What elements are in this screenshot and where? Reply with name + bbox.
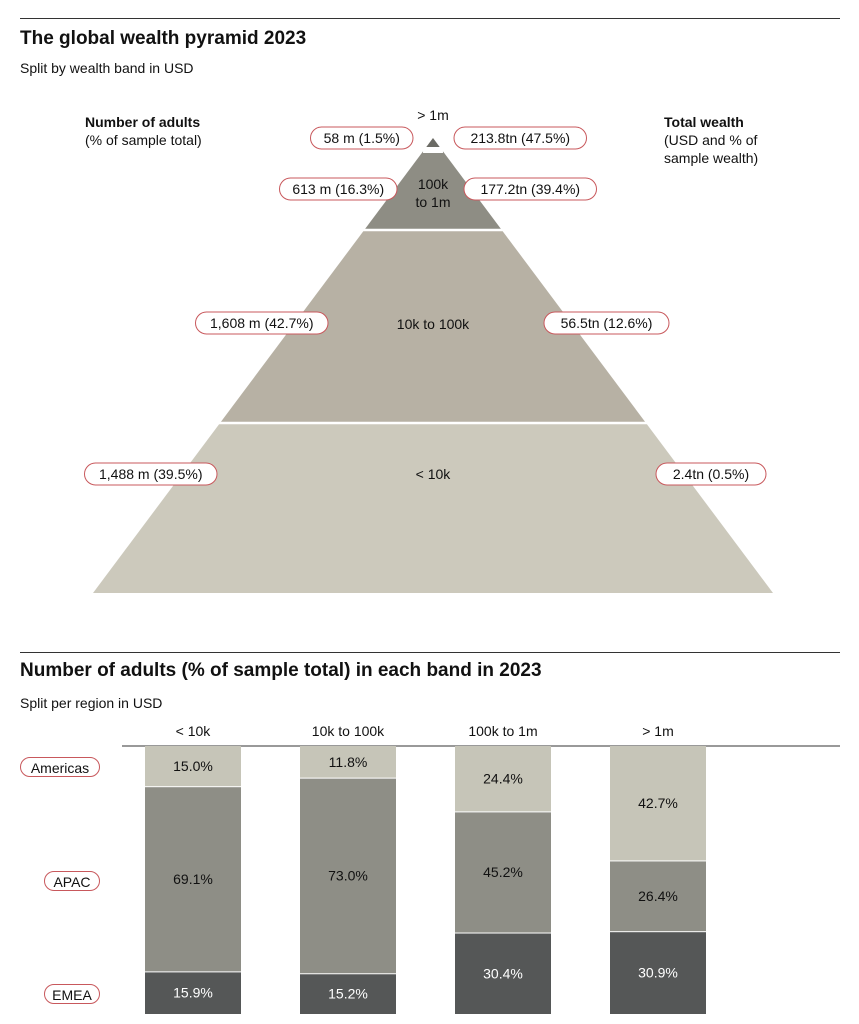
adults-label-100k-to-1m: 613 m (16.3%) — [279, 177, 398, 201]
bar-americas-100k-to-1m — [455, 746, 551, 812]
wealth-header-subtitle-line-2: sample wealth) — [664, 150, 759, 166]
pyramid-tier-100k-to-1m — [364, 150, 502, 230]
category-label-100k-to-1m: 100k to 1m — [468, 723, 537, 739]
bar-label-apac-10k-to-100k: 73.0% — [328, 867, 368, 883]
wealth-header-subtitle-line-1: (USD and % of — [664, 132, 758, 148]
category-label-lt-10k: < 10k — [176, 723, 212, 739]
adults-header-subtitle: (% of sample total) — [85, 132, 202, 148]
pyramid-title: The global wealth pyramid 2023 — [20, 28, 307, 49]
wealth-label-lt-10k-pill — [655, 462, 767, 486]
adults-label-10k-to-100k: 1,608 m (42.7%) — [195, 311, 329, 335]
pyramid-tier-10k-to-100k — [220, 230, 646, 423]
legend-emea: EMEA — [44, 984, 100, 1004]
wealth-label-100k-to-1m-text: 177.2tn (39.4%) — [480, 181, 580, 197]
bar-apac-lt-10k — [145, 787, 241, 972]
regions-title: Number of adults (% of sample total) in … — [20, 660, 542, 681]
bar-americas-gt-1m — [610, 746, 706, 861]
bar-emea-gt-1m — [610, 932, 706, 1014]
wealth-label-100k-to-1m-pill — [463, 177, 597, 201]
adults-label-lt-10k: 1,488 m (39.5%) — [84, 462, 218, 486]
bar-label-emea-lt-10k: 15.9% — [173, 985, 213, 1001]
adults-label-10k-to-100k-pill — [195, 311, 329, 335]
adults-header: Number of adults (% of sample total) — [85, 113, 202, 149]
bar-emea-10k-to-100k — [300, 974, 396, 1014]
bar-apac-10k-to-100k — [300, 778, 396, 974]
wealth-label-10k-to-100k: 56.5tn (12.6%) — [543, 311, 670, 335]
wealth-label-lt-10k: 2.4tn (0.5%) — [655, 462, 767, 486]
wealth-header: Total wealth (USD and % of sample wealth… — [664, 113, 758, 167]
bar-americas-lt-10k — [145, 746, 241, 787]
top-rule — [20, 18, 840, 19]
wealth-label-gt-1m-text: 213.8tn (47.5%) — [470, 130, 570, 146]
adults-label-gt-1m: 58 m (1.5%) — [310, 126, 414, 150]
bar-label-apac-lt-10k: 69.1% — [173, 871, 213, 887]
adults-label-gt-1m-pill — [310, 126, 414, 150]
adults-label-100k-to-1m-text: 613 m (16.3%) — [292, 181, 384, 197]
wealth-label-10k-to-100k-pill — [543, 311, 670, 335]
pyramid-subtitle: Split by wealth band in USD — [20, 60, 194, 76]
bar-label-americas-lt-10k: 15.0% — [173, 758, 213, 774]
wealth-label-100k-to-1m: 177.2tn (39.4%) — [463, 177, 597, 201]
wealth-label-gt-1m: 213.8tn (47.5%) — [453, 126, 587, 150]
band-label-lt-10k: < 10k — [416, 466, 452, 482]
wealth-header-title: Total wealth — [664, 114, 744, 130]
pyramid-tier-lt-10k — [93, 423, 773, 593]
legend-americas: Americas — [20, 757, 100, 777]
bar-label-apac-gt-1m: 26.4% — [638, 888, 678, 904]
wealth-pyramid: > 1m 100k to 1m 10k to 100k < 10k 58 m (1.5%)… — [84, 107, 773, 593]
bar-emea-lt-10k — [145, 972, 241, 1014]
bar-label-apac-100k-to-1m: 45.2% — [483, 864, 523, 880]
adults-label-lt-10k-pill — [84, 462, 218, 486]
bar-label-americas-100k-to-1m: 24.4% — [483, 771, 523, 787]
regions-stacked-bar-chart: < 10k 15.0% 69.1% 15.9% 10k to 100k 11.8% 73.0… — [122, 723, 840, 1014]
bar-label-emea-100k-to-1m: 30.4% — [483, 965, 523, 981]
band-label-100k-to-1m-line-1: 100k — [418, 176, 449, 192]
regions-subtitle: Split per region in USD — [20, 695, 163, 711]
adults-label-100k-to-1m-pill — [279, 177, 398, 201]
band-label-10k-to-100k: 10k to 100k — [397, 316, 470, 332]
bar-apac-100k-to-1m — [455, 812, 551, 933]
legend-apac: APAC — [44, 871, 100, 891]
bar-label-emea-10k-to-100k: 15.2% — [328, 986, 368, 1002]
band-label-100k-to-1m-line-2: to 1m — [415, 194, 450, 210]
bar-apac-gt-1m — [610, 861, 706, 932]
adults-header-title: Number of adults — [85, 114, 201, 130]
wealth-label-gt-1m-pill — [453, 126, 587, 150]
wealth-label-10k-to-100k-text: 56.5tn (12.6%) — [561, 315, 653, 331]
bar-emea-100k-to-1m — [455, 933, 551, 1014]
regions-rule — [20, 652, 840, 653]
category-label-gt-1m: > 1m — [642, 723, 674, 739]
adults-label-10k-to-100k-text: 1,608 m (42.7%) — [210, 315, 314, 331]
adults-label-gt-1m-text: 58 m (1.5%) — [324, 130, 400, 146]
bar-label-americas-10k-to-100k: 11.8% — [329, 754, 368, 770]
bar-americas-10k-to-100k — [300, 746, 396, 778]
adults-label-lt-10k-text: 1,488 m (39.5%) — [99, 466, 203, 482]
category-label-10k-to-100k: 10k to 100k — [312, 723, 385, 739]
wealth-label-lt-10k-text: 2.4tn (0.5%) — [673, 466, 749, 482]
band-label-gt-1m: > 1m — [417, 107, 449, 123]
bar-label-americas-gt-1m: 42.7% — [638, 795, 678, 811]
bar-label-emea-gt-1m: 30.9% — [638, 965, 678, 981]
